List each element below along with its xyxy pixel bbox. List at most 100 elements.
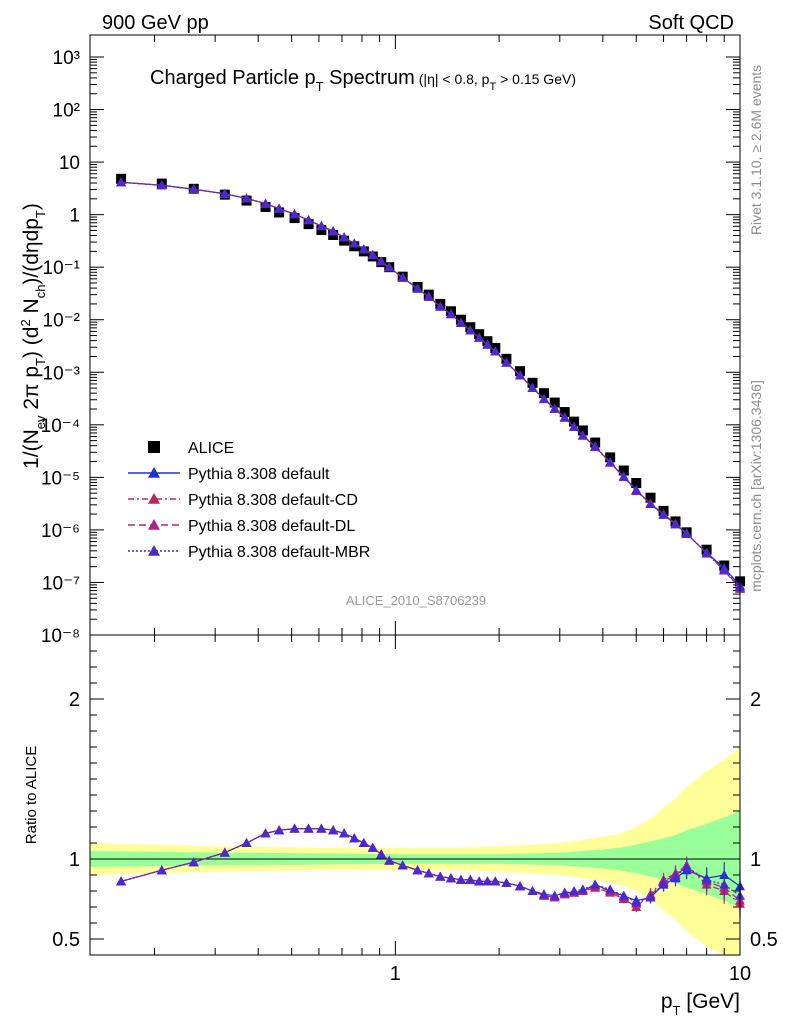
mc-series-4-ratio-point [465, 874, 476, 884]
mc-series-4-ratio-point [328, 825, 339, 835]
mc-series-4-ratio-point [605, 884, 616, 894]
mc-series-4-point [116, 177, 127, 187]
mc-series-4-ratio-point [515, 881, 526, 891]
mc-series-4-ratio-point [316, 823, 327, 833]
mc-series-3-line [121, 181, 741, 589]
mc-series-4-ratio-point [658, 878, 669, 887]
ratio-y-tick-label: 1 [750, 849, 761, 871]
mc-series-4-ratio-point [631, 897, 642, 907]
mc-series-4-point [435, 301, 446, 311]
mc-series-4-point [349, 238, 360, 248]
mc-series-4-point [367, 249, 378, 259]
mc-series-4-ratio-point [274, 825, 285, 835]
y-tick-label: 10² [53, 101, 80, 122]
y-tick-label: 10³ [53, 48, 80, 69]
ratio-panel-frame [89, 634, 741, 956]
alice-point [559, 407, 570, 418]
alice-point [645, 492, 656, 503]
y-tick-label: 10⁻⁴ [41, 416, 80, 437]
mc-series-4-ratio-point [577, 884, 588, 894]
mc-series-4-ratio-point [397, 860, 408, 870]
mc-series-4-ratio-point [349, 833, 360, 843]
mc-series-4-point [328, 226, 339, 236]
mc-series-4-point [445, 309, 456, 319]
ratio-axis-label: Ratio to ALICE [23, 746, 40, 844]
tick-labels: 1 1010⁻⁸10⁻⁷10⁻⁶10⁻⁵10⁻⁴10⁻³10⁻²10⁻¹11010… [41, 48, 778, 985]
mc-series-4-line [121, 181, 741, 588]
mc-series-4-ratio-point [241, 838, 252, 847]
mc-series-4-point [241, 193, 252, 203]
mc-series-4-ratio-point [645, 892, 656, 902]
mc-series-4-point [605, 457, 616, 467]
uncertainty-bands [90, 747, 740, 955]
mc-series-4-ratio-point [376, 849, 387, 859]
alice-point [549, 397, 560, 408]
mc-series-4-ratio-point [490, 876, 501, 886]
mc-series-4-point [455, 317, 466, 327]
mc-series-4-ratio-point [289, 823, 300, 833]
mc-series-4-ratio-point [455, 874, 466, 884]
mc-series-4-ratio-point [367, 842, 378, 852]
mc-series-4-ratio-point [156, 865, 167, 875]
mc-series-4-point [681, 528, 692, 538]
mc-series-4-point [412, 283, 423, 293]
mc-series-4-ratio-point [539, 889, 550, 899]
mc-series-4-ratio-point [384, 855, 395, 865]
legend-marker [148, 467, 160, 478]
mc-series-4-ratio-point [719, 879, 730, 889]
legend-label: Pythia 8.308 default-MBR [188, 544, 370, 561]
ratio-y-tick-label: 0.5 [52, 929, 80, 951]
mc-series-4-point [397, 272, 408, 282]
mc-series-4-ratio-point [681, 862, 692, 871]
mc-series-4-point [384, 262, 395, 272]
mc-series-4-ratio-point [116, 876, 127, 886]
mc-series-4-ratio-point [339, 828, 350, 838]
analysis-tag: ALICE_2010_S8706239 [346, 593, 486, 608]
y-axis-label: 1/(Nev 2π pT) (d2 Nch)/(dηdpT) [18, 203, 48, 469]
mc-series-4-ratio-point [412, 865, 423, 875]
mc-series-4-ratio-point [445, 873, 456, 883]
mc-series-4-ratio-point [701, 874, 712, 884]
header-right: Soft QCD [648, 12, 734, 34]
y-tick-label: 10⁻⁵ [41, 468, 80, 489]
mc-series-4-ratio-point [358, 838, 369, 847]
mc-series-4-ratio-line [120, 827, 741, 903]
ratio-y-tick-label: 1 [69, 849, 80, 871]
mc-series-4-point [569, 421, 580, 431]
mc-series-4-point [188, 184, 199, 194]
mc-series-4-point [260, 198, 271, 208]
mc-series-4-ratio-point [260, 828, 271, 838]
mc-series-4-point [482, 339, 493, 349]
mc-series-4-point [670, 519, 681, 529]
mc-series-4-point [339, 232, 350, 242]
mc-series-4-point [539, 393, 550, 403]
y-tick-label: 10⁻² [43, 311, 81, 332]
mc-series-4-point [358, 244, 369, 254]
alice-point [569, 416, 580, 427]
mc-series-4-ratio-point [435, 871, 446, 881]
alice-point [539, 388, 550, 399]
mc-series-4-point [289, 209, 300, 219]
y-tick-label: 1 [69, 206, 80, 227]
mc-series-4-ratio-point [188, 857, 199, 867]
mc-series-4-point [474, 332, 485, 342]
legend-label: Pythia 8.308 default [188, 466, 330, 483]
x-axis-label: pT [GeV] [661, 990, 740, 1018]
mc-series-4-point [303, 215, 314, 225]
legend-label: Pythia 8.308 default-CD [188, 492, 358, 509]
mc-series-4-ratio-point [670, 871, 681, 881]
mc-series-4-point [559, 412, 570, 422]
mc-series-4-point [701, 547, 712, 557]
mc-series-4-point [590, 441, 601, 451]
mc-series-4-point [618, 471, 629, 481]
total-uncertainty-band [90, 747, 740, 955]
y-tick-label: 10⁻⁷ [42, 573, 80, 594]
mc-series-4-point [376, 256, 387, 266]
mc-series-4-point [219, 188, 230, 198]
mc-series-4-ratio-point [474, 876, 485, 886]
mcplots-label: mcplots.cern.ch [arXiv:1306.3436] [748, 380, 764, 592]
x-tick-label: 10 [729, 963, 751, 985]
legend: ALICE Pythia 8.308 default Pythia 8.308 de… [128, 440, 370, 561]
y-tick-label: 10⁻³ [43, 363, 81, 384]
